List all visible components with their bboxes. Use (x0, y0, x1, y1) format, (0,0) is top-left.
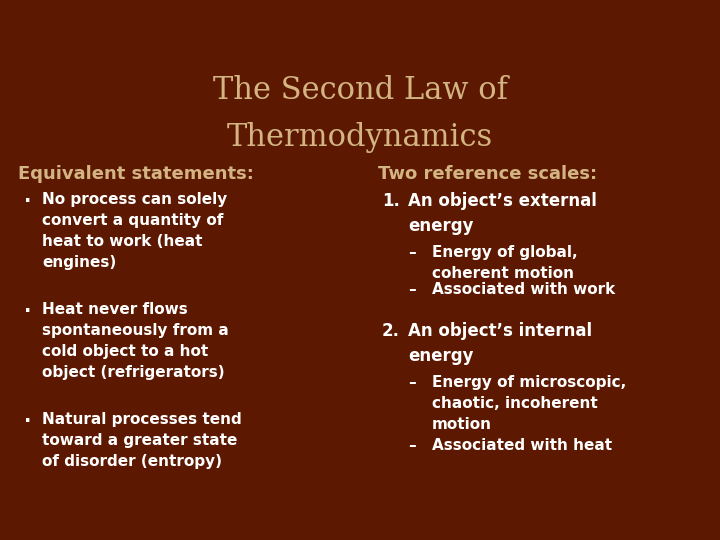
Text: –: – (408, 245, 415, 260)
Text: Thermodynamics: Thermodynamics (227, 122, 493, 153)
Text: ·: · (24, 192, 32, 211)
Text: No process can solely
convert a quantity of
heat to work (heat
engines): No process can solely convert a quantity… (42, 192, 228, 270)
Text: ·: · (24, 302, 32, 321)
Text: An object’s internal
energy: An object’s internal energy (408, 322, 592, 365)
Text: The Second Law of: The Second Law of (212, 75, 508, 106)
Text: 1.: 1. (382, 192, 400, 210)
Text: Equivalent statements:: Equivalent statements: (18, 165, 254, 183)
Text: 2.: 2. (382, 322, 400, 340)
Text: Natural processes tend
toward a greater state
of disorder (entropy): Natural processes tend toward a greater … (42, 412, 242, 469)
Text: Energy of microscopic,
chaotic, incoherent
motion: Energy of microscopic, chaotic, incohere… (432, 375, 626, 432)
Text: Associated with heat: Associated with heat (432, 438, 612, 453)
Text: Associated with work: Associated with work (432, 282, 616, 297)
Text: Two reference scales:: Two reference scales: (378, 165, 597, 183)
Text: An object’s external
energy: An object’s external energy (408, 192, 597, 235)
Text: –: – (408, 282, 415, 297)
Text: –: – (408, 438, 415, 453)
Text: Heat never flows
spontaneously from a
cold object to a hot
object (refrigerators: Heat never flows spontaneously from a co… (42, 302, 229, 380)
Text: Energy of global,
coherent motion: Energy of global, coherent motion (432, 245, 577, 281)
Text: ·: · (24, 412, 32, 431)
Text: –: – (408, 375, 415, 390)
